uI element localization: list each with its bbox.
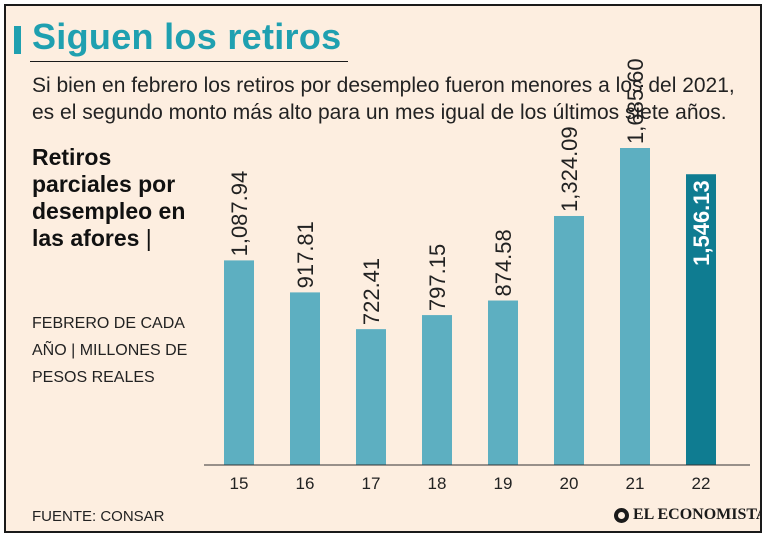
bar-18 [422,315,452,465]
value-label-21: 1,685.60 [623,58,648,144]
bar-19 [488,300,518,465]
title-underline [30,61,348,62]
measure-separator: | [145,225,152,251]
x-tick-18: 18 [428,474,447,493]
bar-22 [686,174,716,465]
bar-16 [290,292,320,465]
x-tick-16: 16 [296,474,315,493]
brand-name: EL ECONOMISTA [633,506,762,523]
infographic-frame: Siguen los retiros Si bien en febrero lo… [4,4,762,533]
measure-text: Retiros parciales por desempleo en las a… [32,144,186,251]
x-tick-15: 15 [230,474,249,493]
x-tick-20: 20 [560,474,579,493]
bar-17 [356,329,386,465]
value-label-22: 1,546.13 [689,180,714,266]
value-label-16: 917.81 [293,221,318,288]
x-tick-22: 22 [692,474,711,493]
bars-group [224,148,716,465]
brand-logo: EL ECONOMISTA [614,506,762,524]
page-title: Siguen los retiros [32,16,342,57]
units-label: Febrero de cada año | millones de pesos … [32,315,188,386]
bar-15 [224,260,254,465]
x-tick-19: 19 [494,474,513,493]
value-labels-group: 1,087.94 917.81 722.41 797.15 874.58 1,324.09… [227,58,714,325]
x-tick-labels-group: 15 16 17 18 19 20 21 22 [230,474,711,493]
x-tick-17: 17 [362,474,381,493]
value-label-18: 797.15 [425,244,450,311]
bar-20 [554,215,584,465]
measure-label: Retiros parciales por desempleo en las a… [32,144,207,252]
bar-chart: 1,087.94 917.81 722.41 797.15 874.58 1,324.09… [204,58,750,493]
title-accent-bar [14,26,21,54]
source-note: FUENTE: CONSAR [32,508,165,525]
subtitle: Si bien en febrero los retiros por desem… [32,74,735,124]
value-label-19: 874.58 [491,229,516,296]
value-label-15: 1,087.94 [227,171,252,257]
bar-21 [620,148,650,465]
logo-mark-icon [614,507,629,523]
value-label-20: 1,324.09 [557,126,582,212]
x-tick-21: 21 [626,474,645,493]
value-label-17: 722.41 [359,258,384,325]
